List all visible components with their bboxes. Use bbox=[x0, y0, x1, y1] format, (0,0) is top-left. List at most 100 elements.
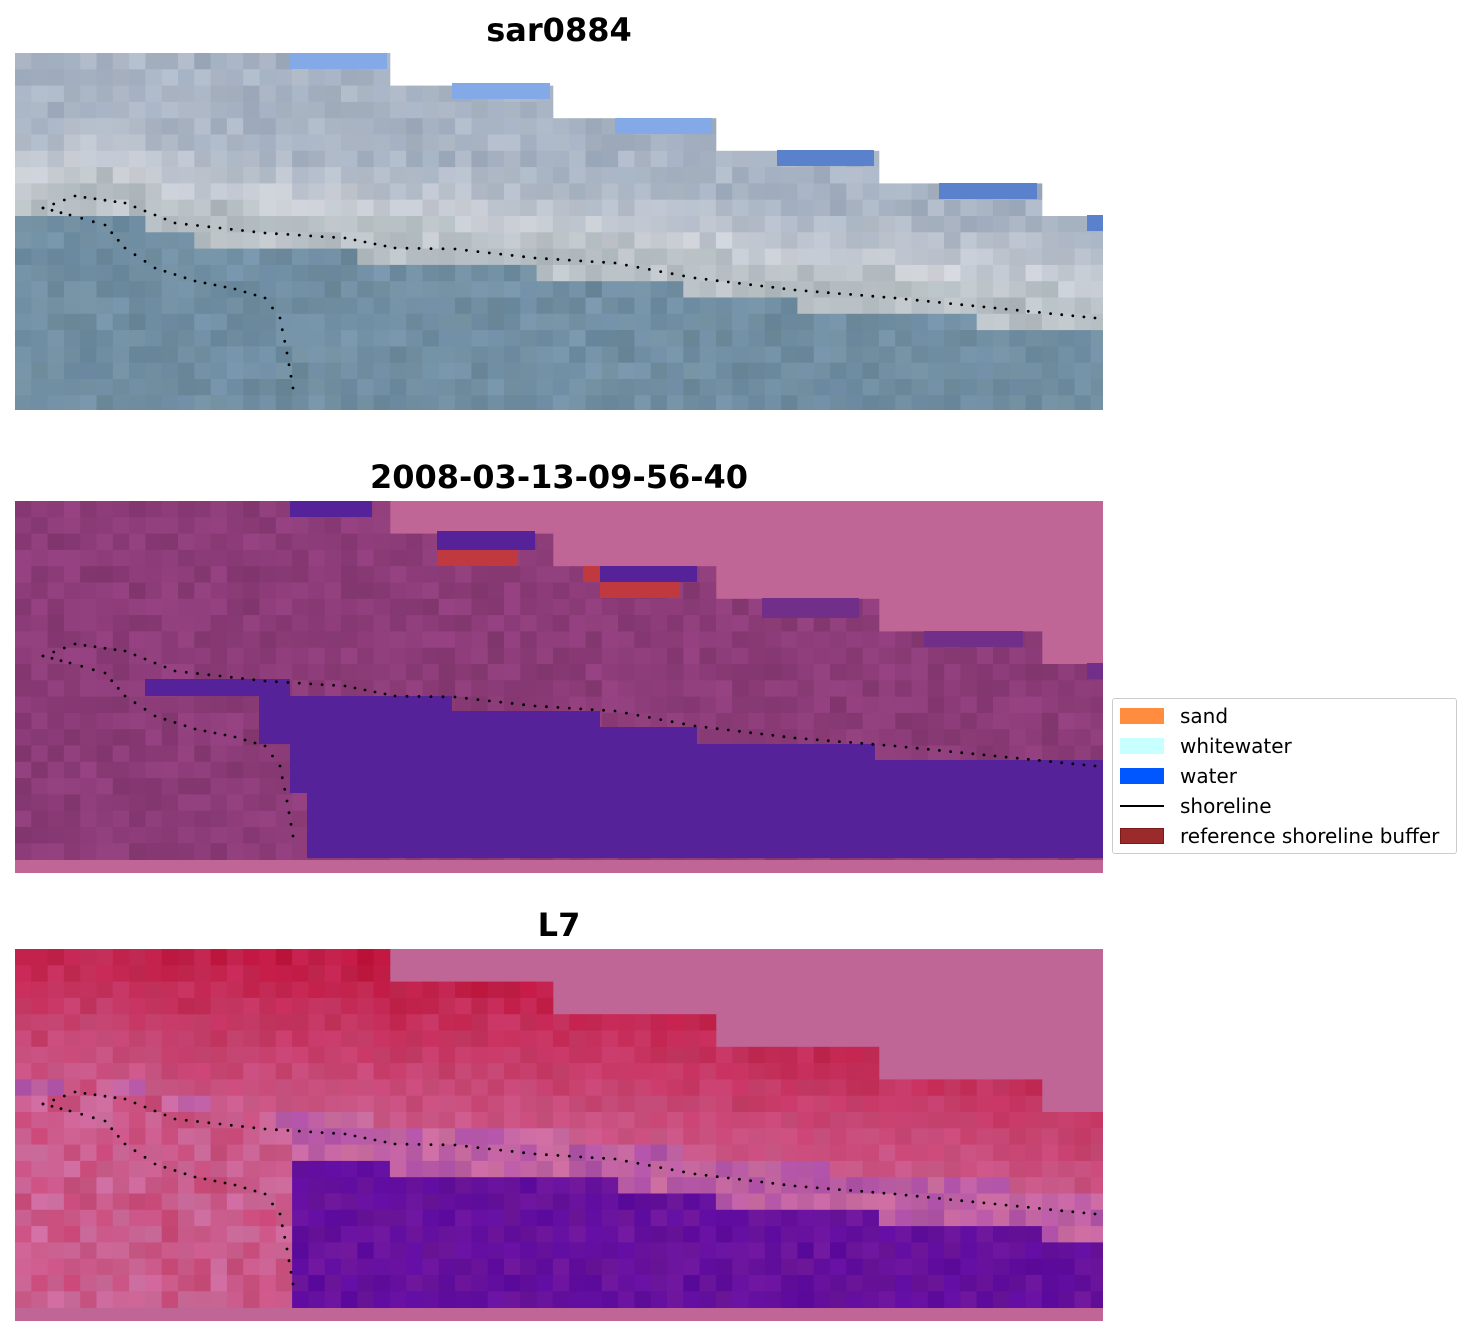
pixel bbox=[520, 232, 537, 249]
pixel bbox=[455, 680, 472, 697]
pixel bbox=[927, 647, 945, 665]
pixel bbox=[243, 517, 260, 534]
shoreline-point bbox=[332, 1131, 335, 1135]
pixel bbox=[1025, 248, 1043, 266]
pixel bbox=[683, 264, 700, 282]
pixel bbox=[650, 150, 668, 168]
pixel bbox=[813, 183, 831, 201]
pixel bbox=[47, 827, 65, 844]
pixel bbox=[145, 1193, 163, 1211]
pixel bbox=[324, 118, 342, 135]
pixel bbox=[194, 1226, 211, 1243]
pixel bbox=[715, 1177, 733, 1194]
pixel bbox=[47, 1275, 65, 1292]
pixel bbox=[781, 1209, 798, 1227]
pixel bbox=[80, 330, 97, 347]
pixel bbox=[960, 745, 978, 763]
pixel bbox=[536, 313, 554, 331]
pixel bbox=[31, 1112, 48, 1129]
pixel bbox=[1025, 379, 1043, 396]
pixel bbox=[764, 167, 782, 184]
pixel bbox=[732, 1063, 749, 1080]
pixel bbox=[976, 712, 994, 730]
pixel bbox=[178, 1177, 195, 1194]
pixel bbox=[422, 1112, 440, 1129]
pixel bbox=[357, 1226, 374, 1243]
pixel bbox=[226, 362, 244, 380]
pixel bbox=[341, 362, 358, 380]
pixel bbox=[112, 118, 130, 135]
shoreline-point bbox=[1004, 307, 1008, 311]
shoreline-point bbox=[133, 1101, 137, 1105]
pixel bbox=[732, 664, 749, 681]
pixel bbox=[145, 248, 163, 266]
pixel bbox=[80, 827, 97, 844]
shoreline-point bbox=[253, 1189, 257, 1193]
pixel bbox=[161, 1177, 179, 1194]
pixel bbox=[455, 1193, 472, 1211]
pixel bbox=[80, 533, 97, 551]
pixel bbox=[80, 85, 97, 103]
pixel bbox=[96, 949, 114, 966]
pixel bbox=[552, 1079, 570, 1097]
pixel bbox=[732, 1226, 749, 1243]
pixel bbox=[552, 346, 570, 364]
pixel bbox=[699, 1014, 717, 1031]
pixel bbox=[634, 313, 652, 331]
pixel bbox=[455, 362, 472, 380]
pixel bbox=[292, 395, 309, 410]
pixel bbox=[618, 362, 635, 380]
pixel bbox=[112, 1177, 130, 1194]
pixel bbox=[422, 1063, 440, 1080]
pixel bbox=[226, 1030, 244, 1048]
pixel bbox=[31, 647, 48, 665]
pixel bbox=[1058, 330, 1075, 347]
pixel bbox=[862, 664, 880, 681]
pixel bbox=[667, 379, 684, 396]
pixel bbox=[601, 1193, 619, 1211]
pixel bbox=[63, 981, 81, 999]
pixel bbox=[536, 264, 554, 282]
pixel bbox=[487, 664, 505, 681]
pixel bbox=[15, 517, 32, 534]
pixel bbox=[846, 183, 863, 201]
pixel bbox=[210, 549, 228, 567]
pixel bbox=[438, 1242, 456, 1260]
pixel bbox=[862, 1160, 880, 1178]
shoreline-point bbox=[510, 254, 514, 257]
pixel bbox=[1041, 1112, 1059, 1129]
shoreline-point bbox=[693, 724, 697, 728]
shoreline-point bbox=[203, 281, 207, 285]
pixel bbox=[341, 1144, 358, 1162]
shoreline-point bbox=[173, 273, 177, 276]
pixel bbox=[15, 1144, 32, 1162]
pixel bbox=[357, 1112, 374, 1129]
pixel bbox=[308, 1226, 326, 1243]
pixel bbox=[406, 664, 423, 681]
pixel bbox=[699, 696, 717, 714]
pixel bbox=[536, 167, 554, 184]
pixel bbox=[536, 647, 554, 665]
shoreline-point bbox=[636, 713, 640, 717]
pixel bbox=[243, 232, 260, 249]
pixel bbox=[210, 53, 228, 70]
pixel bbox=[389, 134, 407, 152]
pixel bbox=[601, 680, 619, 697]
pixel bbox=[667, 1063, 684, 1080]
pixel bbox=[129, 1144, 146, 1162]
pixel bbox=[194, 1160, 211, 1178]
pixel bbox=[226, 167, 244, 184]
pixel bbox=[194, 778, 211, 795]
pixel bbox=[764, 1275, 782, 1292]
pixel bbox=[31, 1079, 48, 1097]
pixel bbox=[487, 1226, 505, 1243]
pixel bbox=[569, 615, 586, 632]
pixel bbox=[797, 346, 815, 364]
pixel bbox=[373, 1275, 391, 1292]
pixel bbox=[1090, 680, 1103, 697]
pixel bbox=[1074, 1226, 1092, 1243]
pixel bbox=[569, 1079, 586, 1097]
pixel bbox=[145, 1242, 163, 1260]
pixel bbox=[993, 1160, 1010, 1178]
pixel bbox=[161, 997, 179, 1015]
